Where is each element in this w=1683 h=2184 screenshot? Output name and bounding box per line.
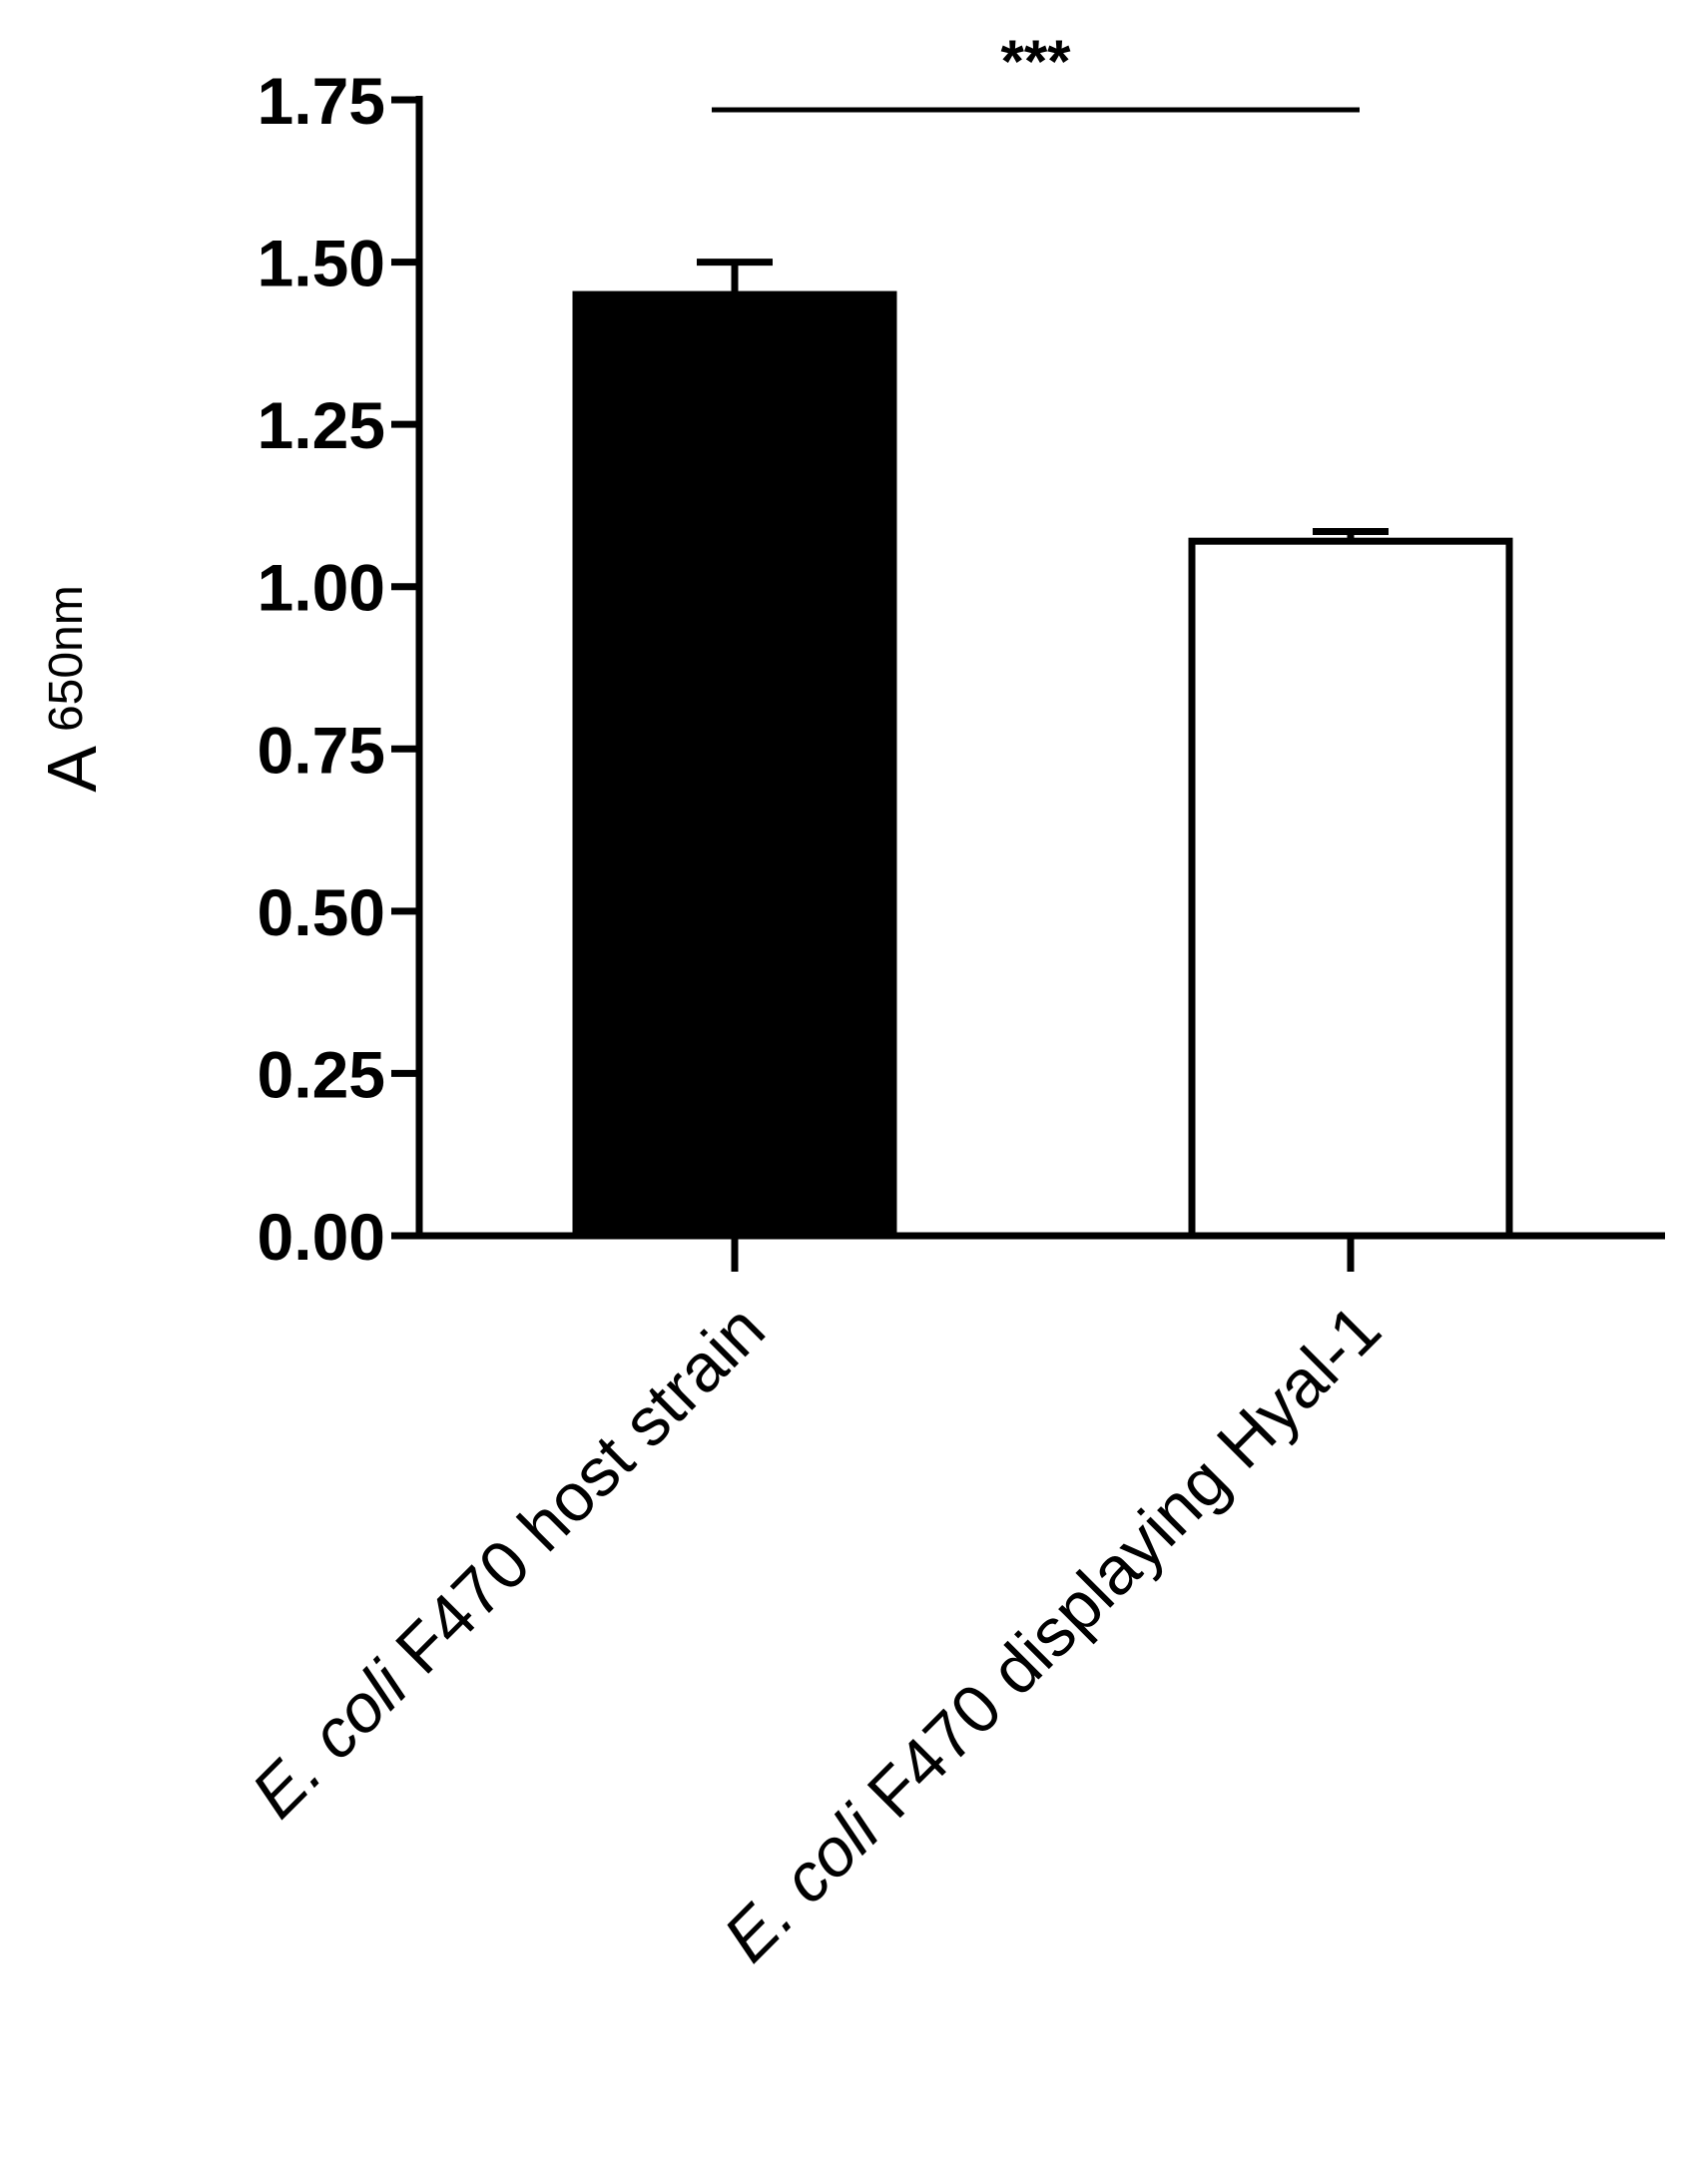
y-axis-label-sub: 650nm: [40, 585, 93, 732]
y-tick-label: 1.25: [258, 388, 385, 462]
bar-1: [572, 290, 897, 1240]
y-tick-label: 1.50: [258, 227, 385, 300]
x-tick-label-rest: F470 displaying Hyal-1: [840, 1291, 1395, 1846]
x-tick-label: E. coli F470 displaying Hyal-1: [709, 1291, 1395, 1976]
significance-stars: ***: [1000, 28, 1071, 95]
y-tick-label: 0.75: [258, 713, 385, 787]
y-axis-label: A 650nm: [33, 585, 111, 792]
bar-2: [1188, 537, 1513, 1240]
x-tick-label-rest: F470 host strain: [368, 1291, 780, 1702]
bars: [572, 259, 1513, 1240]
y-axis-label-main: A: [33, 746, 111, 793]
y-tick-label: 1.75: [258, 64, 385, 138]
y-tick-label: 0.50: [258, 875, 385, 949]
y-tick-label: 1.00: [258, 551, 385, 625]
y-tick-label: 0.25: [258, 1037, 385, 1111]
significance-annotation: ***: [712, 28, 1360, 113]
x-tick-label: E. coli F470 host strain: [238, 1291, 780, 1833]
y-axis: 0.00 0.25 0.50 0.75 1.00 1.25 1.50 1.75: [258, 64, 423, 1274]
y-tick-label: 0.00: [258, 1200, 385, 1274]
